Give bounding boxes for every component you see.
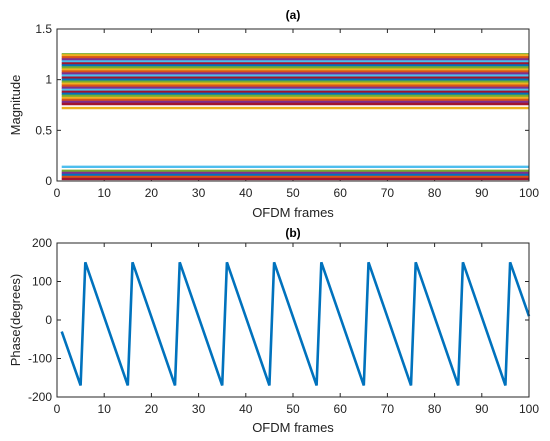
panel-b-xtick-label: 80 [428, 402, 442, 416]
panel-a-xlabel: OFDM frames [252, 205, 334, 220]
panel-a-ytick-label: 1 [45, 73, 52, 87]
panel-a-axes-box [56, 28, 530, 182]
panel-b-series [60, 261, 531, 386]
panel-b-title: (b) [285, 226, 300, 240]
panel-b-series-line [60, 261, 531, 386]
panel-b-xtick-label: 10 [98, 402, 112, 416]
panel-b-ylabel: Phase(degrees) [8, 274, 23, 367]
panel-b-xtick-label: 100 [519, 402, 539, 416]
panel-b-xtick-label: 70 [381, 402, 395, 416]
panel-a-xtick-label: 70 [381, 186, 395, 200]
panel-a-xtick-label: 0 [54, 186, 61, 200]
panel-a-xtick-label: 10 [98, 186, 112, 200]
panel-a-ticks: 0 10 20 30 40 50 60 70 80 90 100 0 0.5 1 1.5 [35, 22, 539, 200]
panel-a-xtick-label: 20 [145, 186, 159, 200]
panel-b-xlabel: OFDM frames [252, 420, 334, 435]
panel-b-xtick-label: 30 [192, 402, 206, 416]
panel-a-ylabel: Magnitude [8, 75, 23, 136]
panel-a-series [61, 53, 529, 181]
panel-a-ytick-label: 0.5 [35, 123, 52, 137]
panel-b-ytick-label: -100 [28, 352, 52, 366]
panel-b-ytick-label: -200 [28, 390, 52, 404]
panel-b-ytick-label: 200 [32, 236, 52, 250]
panel-a-xtick-label: 40 [239, 186, 253, 200]
panel-a-xtick-label: 30 [192, 186, 206, 200]
panel-a-xtick-label: 100 [519, 186, 539, 200]
panel-b-xtick-label: 60 [334, 402, 348, 416]
panel-b: (b) 0 10 20 30 40 50 60 70 80 90 100 -200 -100 0 100 20… [8, 226, 539, 435]
panel-b-xtick-label: 50 [286, 402, 300, 416]
panel-a-ytick-label: 1.5 [35, 22, 52, 36]
panel-b-xtick-label: 90 [475, 402, 489, 416]
panel-b-ytick-label: 100 [32, 275, 52, 289]
panel-b-xtick-label: 40 [239, 402, 253, 416]
panel-a-xtick-label: 90 [475, 186, 489, 200]
panel-b-xtick-label: 20 [145, 402, 159, 416]
panel-a-xtick-label: 80 [428, 186, 442, 200]
panel-a-xtick-label: 60 [334, 186, 348, 200]
panel-b-ytick-label: 0 [45, 313, 52, 327]
panel-a: (a) 0 10 20 30 40 50 60 70 80 90 100 0 0.5 1 1.5 OFDM … [8, 8, 539, 220]
panel-b-axes-box [56, 242, 530, 398]
panel-b-xtick-label: 0 [54, 402, 61, 416]
panel-a-ytick-label: 0 [45, 174, 52, 188]
panel-a-xtick-label: 50 [286, 186, 300, 200]
panel-a-title: (a) [286, 8, 301, 22]
